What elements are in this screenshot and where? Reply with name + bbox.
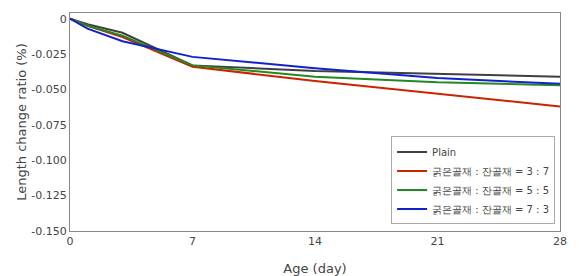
svg-text:14: 14 — [308, 235, 322, 248]
svg-text:-0.150: -0.150 — [31, 225, 66, 238]
svg-text:7: 7 — [189, 235, 196, 248]
svg-text:21: 21 — [431, 235, 445, 248]
svg-text:-0.050: -0.050 — [31, 83, 66, 96]
svg-text:Length change ratio (%): Length change ratio (%) — [14, 43, 29, 201]
svg-text:-0.100: -0.100 — [31, 154, 66, 167]
svg-text:-0.125: -0.125 — [31, 189, 66, 202]
svg-text:Plain: Plain — [432, 147, 456, 158]
svg-text:-0.075: -0.075 — [31, 119, 66, 132]
svg-text:-0.025: -0.025 — [31, 48, 66, 61]
svg-text:굵은골재 : 잔골재 = 5 : 5: 굵은골재 : 잔골재 = 5 : 5 — [432, 185, 549, 196]
svg-text:굵은골재 : 잔골재 = 7 : 3: 굵은골재 : 잔골재 = 7 : 3 — [432, 204, 549, 215]
svg-text:굵은골재 : 잔골재 = 3 : 7: 굵은골재 : 잔골재 = 3 : 7 — [432, 166, 549, 177]
svg-text:28: 28 — [553, 235, 567, 248]
svg-text:0: 0 — [60, 13, 67, 26]
svg-text:Age (day): Age (day) — [283, 261, 346, 276]
svg-text:0: 0 — [67, 235, 74, 248]
